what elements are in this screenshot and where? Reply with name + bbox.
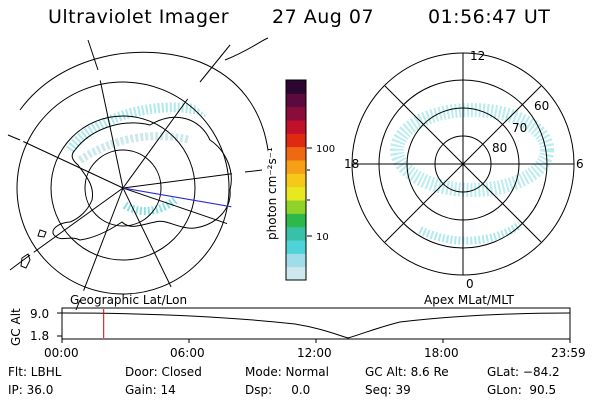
mlat-label-80: 80 [492, 141, 507, 155]
status-dsp: Dsp: 0.0 [245, 383, 311, 397]
aurora-oval-geo [16, 78, 233, 298]
aurora-oval-mag [390, 103, 554, 197]
colorbar-segment [286, 173, 306, 188]
status-glat: GLat: −84.2 [487, 365, 560, 379]
colorbar-segment [286, 146, 306, 161]
colorbar-tick-10: 10 [316, 232, 329, 243]
status-ip: IP: 36.0 [8, 383, 54, 397]
mlt-label-18: 18 [344, 157, 359, 171]
colorbar-segment [286, 226, 306, 241]
colorbar-segment [286, 266, 306, 281]
continent-outline [52, 116, 232, 241]
colorbar-unit-label: photon cm⁻²s⁻¹ [265, 147, 279, 240]
altitude-timeline [61, 307, 571, 343]
colorbar-segment [286, 253, 306, 268]
status-filter: Flt: LBHL [8, 365, 62, 379]
colorbar-segment [286, 120, 306, 134]
colorbar-segment [286, 93, 306, 108]
status-mode: Mode: Normal [245, 365, 329, 379]
timeline-xtick-0000: 00:00 [44, 346, 79, 360]
mlat-label-70: 70 [512, 121, 527, 135]
header-date: 27 Aug 07 [272, 6, 375, 28]
timeline-xtick-1800: 18:00 [424, 346, 459, 360]
mlt-label-12: 12 [470, 49, 485, 63]
colorbar [285, 79, 307, 281]
status-door: Door: Closed [125, 365, 202, 379]
status-seq: Seq: 39 [365, 383, 411, 397]
status-gc-alt: GC Alt: 8.6 Re [365, 365, 449, 379]
apex-polar-map [351, 52, 575, 276]
colorbar-segment [286, 213, 306, 228]
status-gain: Gain: 14 [125, 383, 176, 397]
timeline-ylabel: GC Alt [9, 308, 23, 346]
colorbar-segment [286, 240, 306, 254]
mlt-label-0: 0 [466, 277, 474, 291]
terminator-line [122, 187, 233, 211]
colorbar-segment [286, 80, 306, 94]
colorbar-segment [286, 160, 306, 174]
header-time: 01:56:47 UT [428, 6, 551, 28]
colorbar-segment [286, 186, 306, 201]
timeline-xtick-0600: 06:00 [170, 346, 205, 360]
colorbar-segment [286, 133, 306, 148]
right-map-caption: Apex MLat/MLT [424, 293, 514, 307]
timeline-xtick-2359: 23:59 [551, 346, 586, 360]
colorbar-segment [286, 200, 306, 214]
imager-title: Ultraviolet Imager [48, 6, 230, 28]
colorbar-frame [285, 79, 307, 281]
status-glon: GLon: 90.5 [487, 383, 557, 397]
colorbar-tick-100: 100 [316, 144, 335, 155]
left-map-caption: Geographic Lat/Lon [70, 293, 187, 307]
timeline-frame [61, 307, 571, 340]
timeline-xtick-1200: 12:00 [297, 346, 332, 360]
mlt-label-6: 6 [576, 157, 584, 171]
timeline-ytick-top: 9.0 [30, 307, 49, 321]
geographic-map [7, 37, 269, 311]
timeline-ytick-bottom: 1.8 [30, 329, 49, 343]
altitude-curve [61, 312, 571, 339]
colorbar-segment [286, 106, 306, 121]
mlat-label-60: 60 [534, 99, 549, 113]
